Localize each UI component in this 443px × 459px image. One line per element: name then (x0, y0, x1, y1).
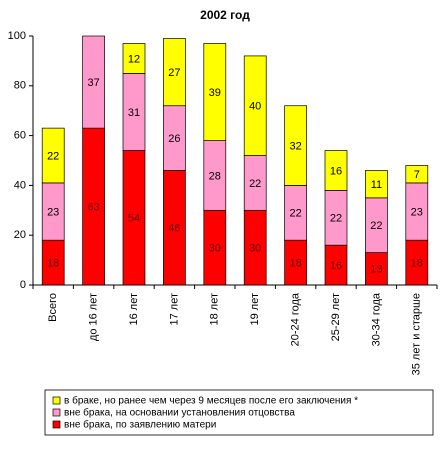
value-label: 23 (411, 206, 423, 218)
value-label: 18 (289, 257, 301, 269)
bar-segment (163, 38, 186, 107)
legend-swatch (52, 420, 61, 429)
value-label: 16 (330, 165, 342, 177)
bar-segment (82, 35, 105, 129)
value-label: 16 (330, 260, 342, 272)
legend-box (44, 389, 434, 436)
value-label: 39 (209, 87, 221, 99)
legend-label: вне брака, по заявлению матери (64, 419, 216, 431)
value-label: 22 (289, 208, 301, 220)
value-label: 23 (47, 206, 59, 218)
x-tick-label: 35 лет и старше (411, 293, 423, 375)
value-label: 30 (209, 243, 221, 255)
x-tick-label: 19 лет (249, 293, 261, 326)
y-tick-label: 40 (14, 179, 26, 191)
legend-swatch (52, 408, 61, 417)
y-tick-label: 60 (14, 130, 26, 142)
value-label: 40 (249, 101, 261, 113)
y-tick-label: 80 (14, 80, 26, 92)
x-tick-label: 30-34 года (370, 292, 382, 346)
value-label: 22 (249, 178, 261, 190)
value-label: 31 (128, 107, 140, 119)
x-tick-label: 25-29 лет (330, 293, 342, 341)
value-label: 46 (168, 223, 180, 235)
bar-segment (122, 43, 146, 74)
value-label: 18 (47, 257, 59, 269)
value-label: 22 (330, 213, 342, 225)
value-label: 54 (128, 213, 140, 225)
value-label: 27 (168, 67, 180, 79)
y-tick-label: 20 (14, 229, 26, 241)
bar-segment (243, 55, 267, 156)
value-label: 37 (87, 77, 99, 89)
x-tick-label: 18 лет (209, 293, 221, 326)
value-label: 63 (87, 201, 99, 213)
x-tick-label: 16 лет (128, 293, 140, 326)
legend-label: в браке, но ранее чем через 9 месяцев по… (64, 395, 358, 407)
legend-swatch (52, 396, 61, 405)
value-label: 32 (289, 140, 301, 152)
y-tick-label: 100 (8, 30, 26, 42)
value-label: 12 (128, 53, 140, 65)
x-tick-label: 17 лет (168, 293, 180, 326)
y-tick-label: 0 (20, 279, 26, 291)
value-label: 26 (168, 133, 180, 145)
x-tick-label: Всего (47, 293, 59, 322)
value-label: 13 (370, 264, 382, 276)
legend-label: вне брака, на основании установления отц… (64, 407, 295, 419)
value-label: 7 (414, 169, 420, 181)
bar-segment (284, 105, 307, 186)
value-label: 28 (209, 170, 221, 182)
bar-segment (405, 165, 429, 184)
chart-title: 2002 год (200, 8, 250, 22)
value-label: 22 (47, 150, 59, 162)
bar-segment (365, 170, 388, 199)
value-label: 22 (370, 220, 382, 232)
x-tick-label: 20-24 года (290, 292, 302, 346)
bar-segment (41, 127, 65, 184)
value-label: 11 (371, 179, 382, 191)
value-label: 30 (249, 243, 261, 255)
bar-segment (324, 150, 348, 191)
x-tick-label: до 16 лет (88, 293, 100, 341)
bar-segment (203, 43, 227, 141)
value-label: 18 (411, 257, 423, 269)
